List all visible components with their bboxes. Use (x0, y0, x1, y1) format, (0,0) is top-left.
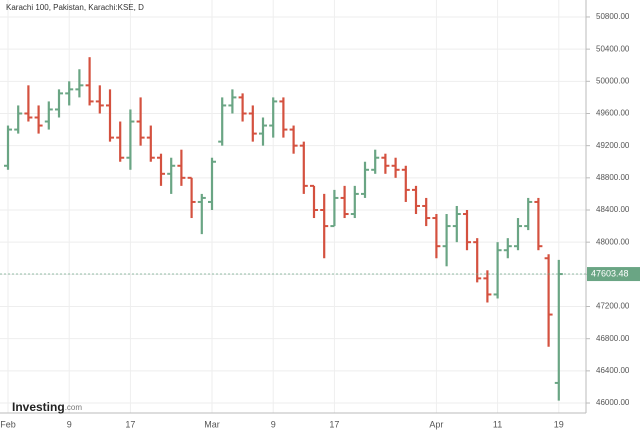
x-tick-label: 17 (125, 419, 135, 429)
y-tick-label: 50800.00 (596, 12, 630, 21)
logo-suffix: .com (65, 403, 83, 412)
bars (4, 57, 563, 401)
x-tick-label: 11 (493, 419, 502, 429)
x-tick-label: Apr (429, 419, 443, 429)
y-tick-label: 48400.00 (596, 205, 630, 214)
y-tick-label: 46000.00 (596, 398, 630, 407)
y-tick-label: 50000.00 (596, 76, 630, 85)
last-price-tag (587, 267, 640, 282)
y-tick-label: 49600.00 (596, 109, 630, 118)
logo-text: Investing (12, 400, 65, 414)
y-tick-label: 48000.00 (596, 237, 630, 246)
x-tick-label: 9 (271, 419, 276, 429)
last-price-label: 47603.48 (591, 268, 629, 278)
y-tick-label: 47200.00 (596, 302, 630, 311)
x-tick-label: Feb (0, 419, 16, 429)
x-tick-label: Mar (204, 419, 220, 429)
y-tick-label: 48800.00 (596, 173, 630, 182)
y-tick-label: 46400.00 (596, 366, 630, 375)
x-tick-label: 19 (554, 419, 564, 429)
x-tick-label: 9 (67, 419, 72, 429)
y-tick-label: 46800.00 (596, 334, 630, 343)
x-tick-label: 17 (329, 419, 339, 429)
logo: Investing.com (12, 400, 82, 414)
chart-title: Karachi 100, Pakistan, Karachi:KSE, D (6, 3, 144, 12)
y-tick-label: 50400.00 (596, 44, 630, 53)
y-tick-label: 49200.00 (596, 141, 630, 150)
